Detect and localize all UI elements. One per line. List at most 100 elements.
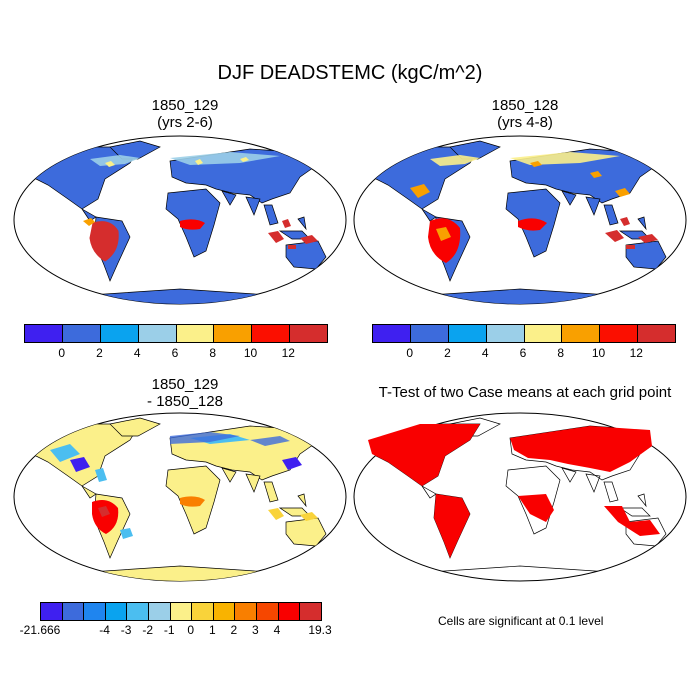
colorbar-3-tick-label: 19.3	[308, 623, 332, 637]
colorbar-1-swatch	[290, 325, 327, 342]
amazon-hotspot-2	[428, 218, 461, 263]
significance-cells	[368, 424, 660, 558]
map-2-hotspots	[410, 152, 658, 263]
panel-2-title: 1850_128 (yrs 4-8)	[355, 97, 695, 131]
panel-3-title: 1850_129 - 1850_128	[15, 376, 355, 410]
colorbar-3-tick-label: -2	[142, 623, 154, 637]
boreal-band-2	[430, 152, 620, 166]
panel-1-title-line2: (yrs 2-6)	[157, 114, 213, 131]
panel-1-title: 1850_129 (yrs 2-6)	[15, 97, 355, 131]
colorbar-1-swatch	[176, 325, 215, 342]
colorbar-2-swatch	[373, 325, 411, 342]
colorbar-2-swatch	[448, 325, 487, 342]
colorbar-1-tick-label: 10	[243, 346, 258, 360]
colorbar-2-swatch	[600, 325, 639, 342]
colorbar-3-tick-label: -1	[163, 623, 175, 637]
sig-south-america	[434, 494, 470, 558]
colorbar-2-swatch	[638, 325, 675, 342]
colorbar-3-swatch	[127, 603, 150, 620]
sig-se-asia	[604, 506, 660, 536]
congo-hotspot	[180, 219, 205, 230]
colorbar-panel-1	[24, 324, 328, 343]
boreal-diff	[170, 432, 290, 446]
amazon-inner-2	[436, 227, 451, 241]
colorbar-3-swatch	[192, 603, 214, 620]
colorbar-3-swatch	[257, 603, 279, 620]
amazon-hotspot	[89, 221, 119, 262]
colorbar-1-tick-label: 6	[171, 346, 179, 360]
colorbar-2-tick-label: 6	[519, 346, 527, 360]
colorbar-1-swatch	[252, 325, 291, 342]
map-panel-2	[350, 133, 690, 308]
colorbar-3-tick-label: 3	[252, 623, 259, 637]
colorbar-2-swatch	[524, 325, 563, 342]
sig-eurasia	[510, 426, 652, 472]
colorbar-2-swatch	[562, 325, 601, 342]
mid-negative-diff	[50, 434, 250, 539]
e-usa-hotspot	[410, 184, 430, 198]
panel-2-title-line1: 1850_128	[491, 97, 559, 114]
figure-title: DJF DEADSTEMC (kgC/m^2)	[217, 62, 483, 84]
se-asia-hotspot	[268, 219, 318, 249]
colorbar-3-swatch	[84, 603, 106, 620]
panel-4-title: T-Test of two Case means at each grid po…	[355, 384, 695, 401]
map-panel-4	[350, 410, 690, 585]
colorbar-1-tick-label: 4	[133, 346, 141, 360]
colorbar-3-tick-label: 1	[208, 623, 216, 637]
panel-2-title-line2: (yrs 4-8)	[497, 114, 553, 131]
colorbar-3-swatch	[105, 603, 128, 620]
eurasia-spots-2	[530, 161, 630, 197]
boreal-band	[90, 152, 280, 166]
significance-note: Cells are significant at 0.1 level	[438, 614, 604, 628]
colorbar-panel-2-ticks: 0 2 4 6 8 10 12	[372, 346, 674, 360]
colorbar-2-swatch	[410, 325, 449, 342]
colorbar-2-tick-label: 2	[444, 346, 451, 360]
colorbar-2-tick-label: 0	[406, 346, 414, 360]
colorbar-3-swatch	[62, 603, 85, 620]
colorbar-1-tick-label: 0	[58, 346, 66, 360]
panel-3-title-line2: - 1850_128	[147, 393, 223, 410]
colorbar-1-swatch	[25, 325, 63, 342]
panel-3-title-line1: 1850_129	[151, 376, 219, 393]
map-3-hotspots	[50, 432, 318, 539]
colorbar-3-swatch	[300, 603, 321, 620]
colorbar-panel-2	[372, 324, 676, 343]
colorbar-3-swatch	[149, 603, 171, 620]
sig-north-america	[368, 424, 480, 486]
congo-hotspot-2	[518, 218, 547, 231]
colorbar-2-tick-label: 4	[481, 346, 489, 360]
colorbar-2-tick-label: 10	[591, 346, 606, 360]
panel-1-title-line1: 1850_129	[151, 97, 219, 114]
colorbar-3-tick-label: -3	[120, 623, 132, 637]
colorbar-1-swatch	[62, 325, 101, 342]
colorbar-3-swatch	[170, 603, 193, 620]
colorbar-1-swatch	[214, 325, 253, 342]
central-america-spot	[83, 218, 95, 226]
colorbar-3-tick-label: -21.666	[19, 623, 61, 637]
map-panel-3	[10, 410, 350, 585]
colorbar-1-tick-label: 2	[96, 346, 103, 360]
colorbar-panel-1-ticks: 0 2 4 6 8 10 12	[24, 346, 326, 360]
colorbar-1-tick-label: 12	[281, 346, 295, 360]
colorbar-3-tick-label: 0	[187, 623, 195, 637]
colorbar-1-tick-label: 8	[209, 346, 217, 360]
colorbar-3-swatch	[41, 603, 63, 620]
colorbar-3-tick-label: -4	[99, 623, 110, 637]
colorbar-2-tick-label: 8	[557, 346, 565, 360]
panel-4-title-line1: T-Test of two Case means at each grid po…	[378, 384, 672, 401]
amazon-diff-inner	[98, 506, 110, 517]
colorbar-1-swatch	[138, 325, 177, 342]
colorbar-3-swatch	[213, 603, 236, 620]
colorbar-3-swatch	[235, 603, 258, 620]
colorbar-2-tick-label: 12	[629, 346, 643, 360]
congo-diff	[180, 496, 205, 507]
colorbar-panel-3	[40, 602, 322, 621]
colorbar-3-tick-label: 4	[273, 623, 281, 637]
se-asia-hotspot-2	[605, 217, 658, 249]
se-asia-diff	[268, 508, 318, 521]
map-panel-1	[10, 133, 350, 308]
colorbar-3-swatch	[278, 603, 301, 620]
colorbar-panel-3-ticks: -21.666 -4 -3 -2 -1 0 1 2 3 4 19.3	[20, 623, 332, 637]
sig-africa	[518, 494, 554, 522]
colorbar-2-swatch	[486, 325, 525, 342]
